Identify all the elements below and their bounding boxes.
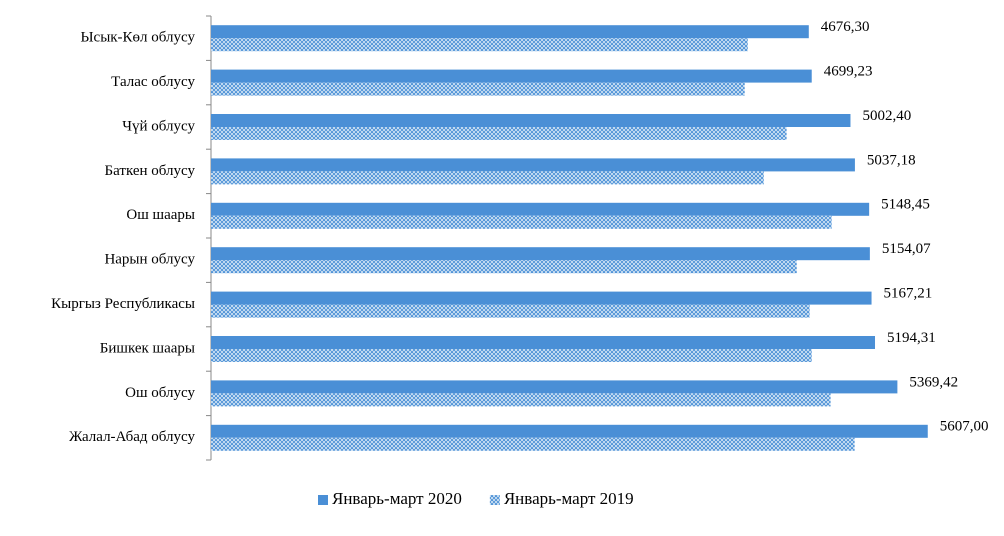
y-tick-label: Ош облусу: [125, 385, 195, 401]
bar: [211, 38, 748, 52]
bar: [211, 424, 928, 438]
value-label: 5148,45: [881, 197, 930, 213]
bar: [211, 82, 745, 96]
bar: [211, 291, 872, 305]
bar: [211, 171, 764, 185]
bar: [211, 158, 855, 172]
y-tick-label: Ош шаары: [126, 207, 195, 223]
value-label: 5194,31: [887, 330, 936, 346]
bar: [211, 380, 898, 394]
value-label: 5154,07: [882, 241, 931, 257]
bar: [211, 247, 870, 261]
bar: [211, 336, 876, 349]
y-tick-label: Чүй облусу: [122, 118, 195, 134]
bar: [211, 349, 812, 362]
bar: [211, 127, 787, 140]
y-tick-label: Жалал-Абад облусу: [69, 429, 196, 445]
legend-label: Январь-март 2020: [332, 489, 462, 508]
bar: [211, 393, 831, 407]
y-tick-label: Ысык-Көл облусу: [80, 30, 195, 46]
legend-label: Январь-март 2019: [504, 489, 634, 508]
bar: [211, 69, 812, 83]
value-label: 4699,23: [824, 64, 873, 80]
bar: [211, 215, 832, 229]
y-tick-label: Кыргыз Республикасы: [51, 296, 195, 312]
legend-swatch: [489, 495, 500, 505]
value-label: 5369,42: [909, 374, 958, 390]
bar: [211, 114, 851, 127]
bar: [211, 260, 797, 274]
y-tick-label: Нарын облусу: [104, 252, 195, 268]
y-tick-label: Баткен облусу: [105, 163, 196, 179]
bar: [211, 202, 870, 216]
y-tick-label: Бишкек шаары: [100, 340, 195, 356]
value-label: 5607,00: [940, 419, 989, 435]
legend-swatch: [318, 495, 328, 505]
bar: [211, 25, 809, 39]
value-label: 5037,18: [867, 152, 916, 168]
bar: [211, 437, 855, 451]
value-label: 5002,40: [862, 108, 911, 124]
value-label: 5167,21: [884, 286, 933, 302]
y-tick-label: Талас облусу: [111, 74, 195, 90]
bar: [211, 304, 810, 318]
value-label: 4676,30: [821, 19, 870, 35]
